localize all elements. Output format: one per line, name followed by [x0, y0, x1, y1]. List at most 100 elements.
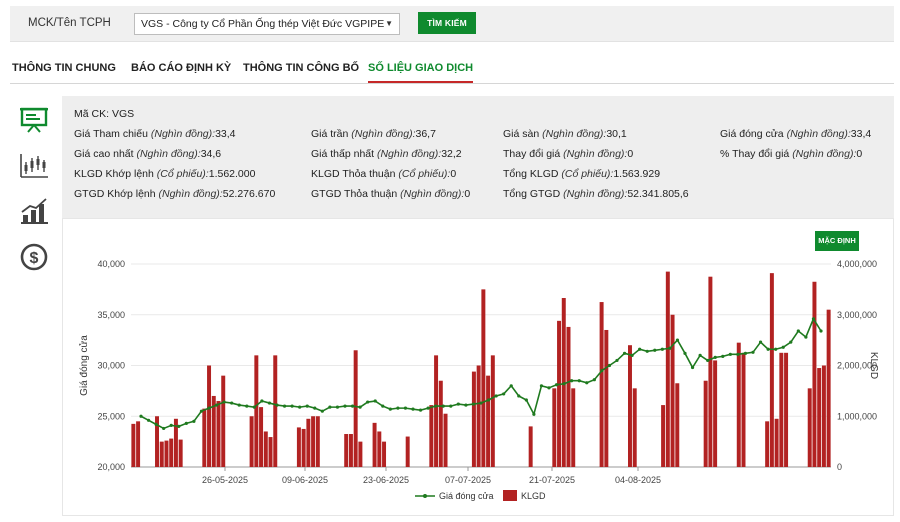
- price-point: [275, 403, 279, 407]
- info-field: % Thay đổi giá (Nghìn đồng):0: [720, 148, 863, 160]
- company-select[interactable]: VGS - Công ty Cổ Phần Ống thép Việt Đức …: [134, 13, 400, 35]
- price-point: [328, 405, 332, 409]
- candlestick-chart-icon[interactable]: [18, 150, 50, 180]
- tab-bar: THÔNG TIN CHUNG BÁO CÁO ĐỊNH KỲ THÔNG TI…: [10, 58, 894, 84]
- x-axis-tick-label: 23-06-2025: [363, 475, 409, 485]
- search-button[interactable]: TÌM KIẾM: [418, 12, 476, 34]
- volume-bar: [382, 441, 387, 467]
- price-point: [532, 412, 536, 416]
- price-point: [645, 349, 649, 353]
- price-point: [743, 351, 748, 355]
- volume-bar: [259, 407, 264, 467]
- x-axis-tick-label: 07-07-2025: [445, 475, 491, 485]
- price-point: [728, 352, 732, 356]
- volume-bar: [159, 441, 164, 467]
- tab-periodic-reports[interactable]: BÁO CÁO ĐỊNH KỲ: [131, 62, 232, 74]
- y2-axis-tick-label: 4,000,000: [837, 259, 877, 269]
- volume-bar: [490, 355, 495, 467]
- price-point: [562, 382, 566, 386]
- price-point: [819, 329, 823, 333]
- price-line: [140, 317, 822, 430]
- volume-bar: [211, 395, 216, 467]
- price-point: [456, 402, 460, 406]
- price-point: [260, 399, 264, 403]
- y2-axis-tick-label: 3,000,000: [837, 310, 877, 320]
- volume-bar: [552, 388, 557, 467]
- price-point: [177, 424, 181, 428]
- volume-bar: [807, 388, 812, 467]
- price-point: [449, 404, 453, 408]
- price-point: [811, 317, 816, 321]
- volume-bar: [774, 418, 779, 467]
- price-point: [698, 353, 702, 357]
- price-point: [758, 340, 763, 344]
- price-point: [373, 399, 377, 403]
- volume-bar: [249, 416, 254, 467]
- volume-bar: [665, 271, 670, 467]
- tab-general-info[interactable]: THÔNG TIN CHUNG: [12, 62, 116, 74]
- price-point: [237, 403, 241, 407]
- price-point: [343, 404, 347, 408]
- legend-line-marker: [423, 494, 427, 498]
- price-point: [471, 402, 476, 406]
- volume-bar: [812, 281, 817, 467]
- price-point: [774, 347, 778, 351]
- price-point: [524, 398, 528, 402]
- price-point: [139, 414, 143, 418]
- price-point: [766, 347, 770, 351]
- volume-bar: [784, 352, 789, 467]
- bar-growth-chart-icon[interactable]: [18, 196, 50, 226]
- price-point: [267, 401, 272, 405]
- y-axis-tick-label: 40,000: [97, 259, 125, 269]
- volume-bar: [438, 380, 443, 467]
- volume-bar: [178, 439, 183, 467]
- price-point: [184, 421, 188, 425]
- volume-bar: [661, 405, 666, 467]
- y2-axis-tick-label: 1,000,000: [837, 411, 877, 421]
- dollar-coin-icon[interactable]: $: [18, 242, 50, 272]
- volume-bar: [315, 416, 320, 467]
- price-point: [796, 329, 800, 333]
- volume-bar: [486, 375, 491, 467]
- volume-bar: [769, 273, 774, 467]
- volume-bar: [353, 350, 358, 467]
- volume-bar: [670, 314, 675, 467]
- price-point: [366, 400, 370, 404]
- info-field: Thay đổi giá (Nghìn đồng):0: [503, 148, 634, 160]
- price-point: [464, 403, 468, 407]
- volume-bar: [703, 380, 708, 467]
- volume-bar: [296, 427, 301, 467]
- price-point: [358, 405, 362, 409]
- presentation-board-icon[interactable]: [18, 104, 50, 134]
- tab-disclosures[interactable]: THÔNG TIN CÔNG BỐ: [243, 62, 360, 74]
- price-point: [350, 404, 355, 408]
- y-axis-title: Giá đóng cửa: [78, 335, 90, 396]
- price-point: [630, 353, 634, 357]
- price-point: [675, 338, 680, 342]
- price-point: [313, 406, 317, 410]
- price-point: [154, 422, 158, 426]
- volume-bar: [675, 383, 680, 467]
- price-point: [653, 348, 657, 352]
- volume-bar: [136, 421, 141, 467]
- chevron-down-icon: ▼: [385, 19, 393, 28]
- price-point: [290, 404, 294, 408]
- price-point: [690, 365, 695, 370]
- svg-text:$: $: [30, 250, 39, 267]
- price-point: [615, 358, 619, 363]
- price-point: [282, 404, 287, 408]
- price-point: [162, 426, 166, 431]
- volume-bar: [221, 375, 226, 467]
- default-view-button[interactable]: MẶC ĐỊNH: [815, 231, 859, 251]
- tab-trading-data[interactable]: SỐ LIỆU GIAO DỊCH: [368, 62, 474, 83]
- y2-axis-tick-label: 0: [837, 462, 842, 472]
- info-field: KLGD Khớp lệnh (Cổ phiếu):1.562.000: [74, 168, 256, 180]
- volume-bar: [202, 408, 207, 467]
- chart-container: MẶC ĐỊNH 20,000 25,000 30,000 35,000 40,000 0…: [62, 218, 894, 516]
- price-point: [736, 352, 740, 356]
- volume-bar: [632, 388, 637, 467]
- volume-bar: [765, 421, 770, 467]
- volume-bar: [405, 436, 410, 467]
- price-point: [434, 404, 438, 408]
- price-point: [592, 378, 596, 382]
